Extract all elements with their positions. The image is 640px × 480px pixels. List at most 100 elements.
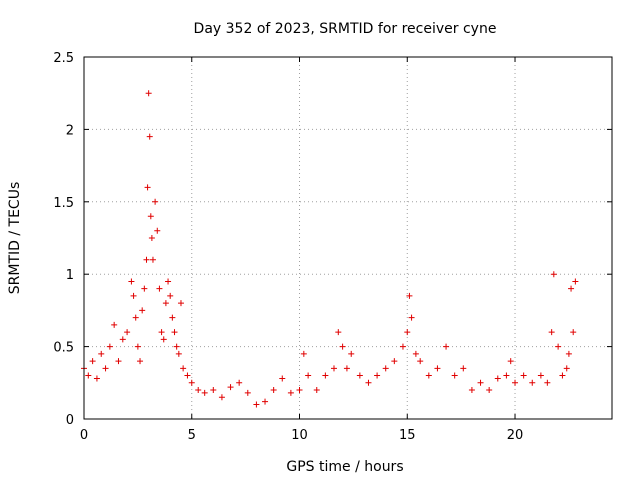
data-point [173, 343, 180, 350]
data-point [141, 285, 148, 292]
data-point [565, 350, 572, 357]
data-point [559, 372, 566, 379]
data-point [85, 372, 92, 379]
data-point [550, 271, 557, 278]
data-point [399, 343, 406, 350]
data-point [477, 379, 484, 386]
data-point [520, 372, 527, 379]
grid-layer [84, 57, 612, 419]
data-point [156, 285, 163, 292]
data-point [134, 343, 141, 350]
data-point [98, 350, 105, 357]
data-point [102, 365, 109, 372]
data-point [451, 372, 458, 379]
data-point [145, 90, 152, 97]
x-tick-label: 0 [80, 428, 88, 443]
data-point [253, 401, 260, 408]
data-point [503, 372, 510, 379]
data-point [300, 350, 307, 357]
data-point [146, 133, 153, 140]
data-point [262, 398, 269, 405]
x-tick-label: 15 [399, 428, 416, 443]
data-point [434, 365, 441, 372]
data-point [152, 198, 159, 205]
data-point [555, 343, 562, 350]
data-point [111, 321, 118, 328]
data-point [322, 372, 329, 379]
data-point [132, 314, 139, 321]
data-point [167, 292, 174, 299]
data-point [529, 379, 536, 386]
data-point [460, 365, 467, 372]
data-point [175, 350, 182, 357]
data-point [119, 336, 126, 343]
data-point [184, 372, 191, 379]
data-point [180, 365, 187, 372]
data-point [165, 278, 172, 285]
data-point [382, 365, 389, 372]
data-point [443, 343, 450, 350]
data-point [160, 336, 167, 343]
tick-layer: 0 5 10 15 20 0 0.5 1 1.5 2 2.5 [53, 51, 612, 443]
data-point [195, 387, 202, 394]
data-point [305, 372, 312, 379]
data-point [548, 329, 555, 336]
data-point [570, 329, 577, 336]
data-point [188, 379, 195, 386]
data-point [279, 375, 286, 382]
data-point [171, 329, 178, 336]
data-point [169, 314, 176, 321]
plot-frame [83, 56, 613, 420]
data-point [412, 350, 419, 357]
data-point [177, 300, 184, 307]
data-point [130, 292, 137, 299]
data-point [154, 227, 161, 234]
data-point [227, 384, 234, 391]
data-point [106, 343, 113, 350]
data-point [512, 379, 519, 386]
data-point [139, 307, 146, 314]
data-point [115, 358, 122, 365]
data-point [417, 358, 424, 365]
data-point [93, 375, 100, 382]
data-point [218, 394, 225, 401]
data-point [158, 329, 165, 336]
data-point [339, 343, 346, 350]
data-point [404, 329, 411, 336]
data-point [296, 387, 303, 394]
data-point [144, 184, 151, 191]
data-point [236, 379, 243, 386]
data-point [425, 372, 432, 379]
data-point [128, 278, 135, 285]
y-tick-label: 2 [66, 123, 74, 138]
y-tick-label: 0 [66, 413, 74, 428]
y-axis-label: SRMTID / TECUs [7, 182, 23, 295]
data-point [356, 372, 363, 379]
data-point [391, 358, 398, 365]
points-layer [81, 90, 579, 408]
data-point [486, 387, 493, 394]
data-point [162, 300, 169, 307]
data-point [313, 387, 320, 394]
data-point [210, 387, 217, 394]
data-point [572, 278, 579, 285]
data-point [335, 329, 342, 336]
data-point [287, 389, 294, 396]
data-point [124, 329, 131, 336]
x-tick-label: 10 [291, 428, 308, 443]
data-point [537, 372, 544, 379]
data-point [494, 375, 501, 382]
data-point [468, 387, 475, 394]
x-tick-label: 5 [188, 428, 196, 443]
data-point [89, 358, 96, 365]
y-tick-label: 1.5 [53, 196, 74, 211]
data-point [544, 379, 551, 386]
x-tick-label: 20 [507, 428, 524, 443]
data-point [406, 292, 413, 299]
y-tick-label: 1 [66, 268, 74, 283]
data-point [348, 350, 355, 357]
data-point [244, 389, 251, 396]
data-point [365, 379, 372, 386]
y-tick-label: 2.5 [53, 51, 74, 66]
